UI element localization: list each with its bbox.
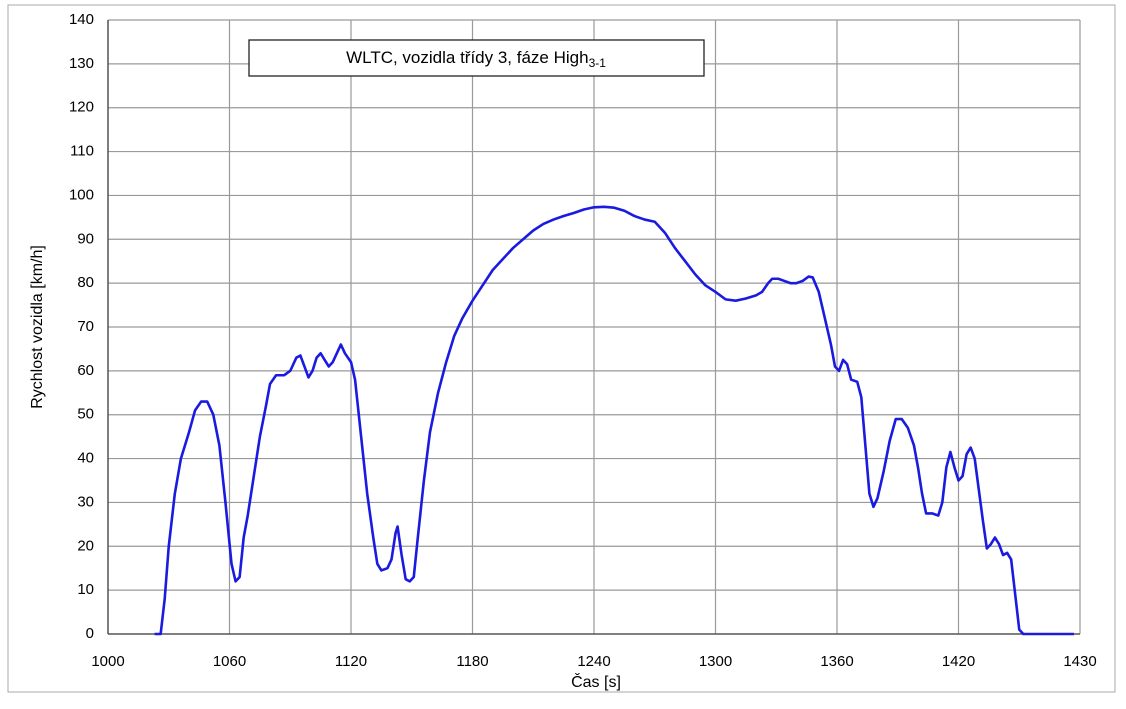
- title-subscript: 3-1: [589, 56, 607, 70]
- x-tick-label: 1430: [1063, 653, 1096, 670]
- chart-frame: [7, 4, 1116, 693]
- y-tick-label: 40: [77, 450, 94, 467]
- y-tick-label: 130: [69, 55, 94, 72]
- y-tick-label: 100: [69, 186, 94, 203]
- y-tick-label: 50: [77, 406, 94, 423]
- title-box: [248, 39, 705, 77]
- y-tick-label: 80: [77, 274, 94, 291]
- y-tick-label: 90: [77, 230, 94, 247]
- speed-line: [154, 205, 1074, 636]
- y-tick-label: 10: [77, 581, 94, 598]
- x-tick-label: 1300: [699, 653, 732, 670]
- x-tick-label: 1060: [213, 653, 246, 670]
- x-tick-label: 1360: [820, 653, 853, 670]
- y-tick-label: 140: [69, 11, 94, 28]
- y-tick-label: 110: [70, 143, 94, 160]
- x-tick-label: 1240: [577, 653, 610, 670]
- y-tick-label: 0: [86, 625, 94, 642]
- x-tick-label: 1420: [942, 653, 975, 670]
- x-tick-label: 1000: [91, 653, 124, 670]
- y-tick-label: 70: [77, 318, 94, 335]
- x-tick-label: 1180: [456, 653, 488, 670]
- y-axis-label: Rychlost vozidla [km/h]: [29, 245, 46, 409]
- title-main: WLTC, vozidla třídy 3, fáze High: [346, 48, 589, 67]
- x-tick-label: 1120: [335, 653, 367, 670]
- y-tick-label: 30: [77, 493, 94, 510]
- y-tick-label: 20: [77, 537, 94, 554]
- y-tick-label: 60: [77, 362, 94, 379]
- y-tick-label: 120: [69, 99, 94, 116]
- x-axis-label: Čas [s]: [571, 672, 621, 691]
- chart-title: WLTC, vozidla třídy 3, fáze High3-1: [346, 48, 606, 70]
